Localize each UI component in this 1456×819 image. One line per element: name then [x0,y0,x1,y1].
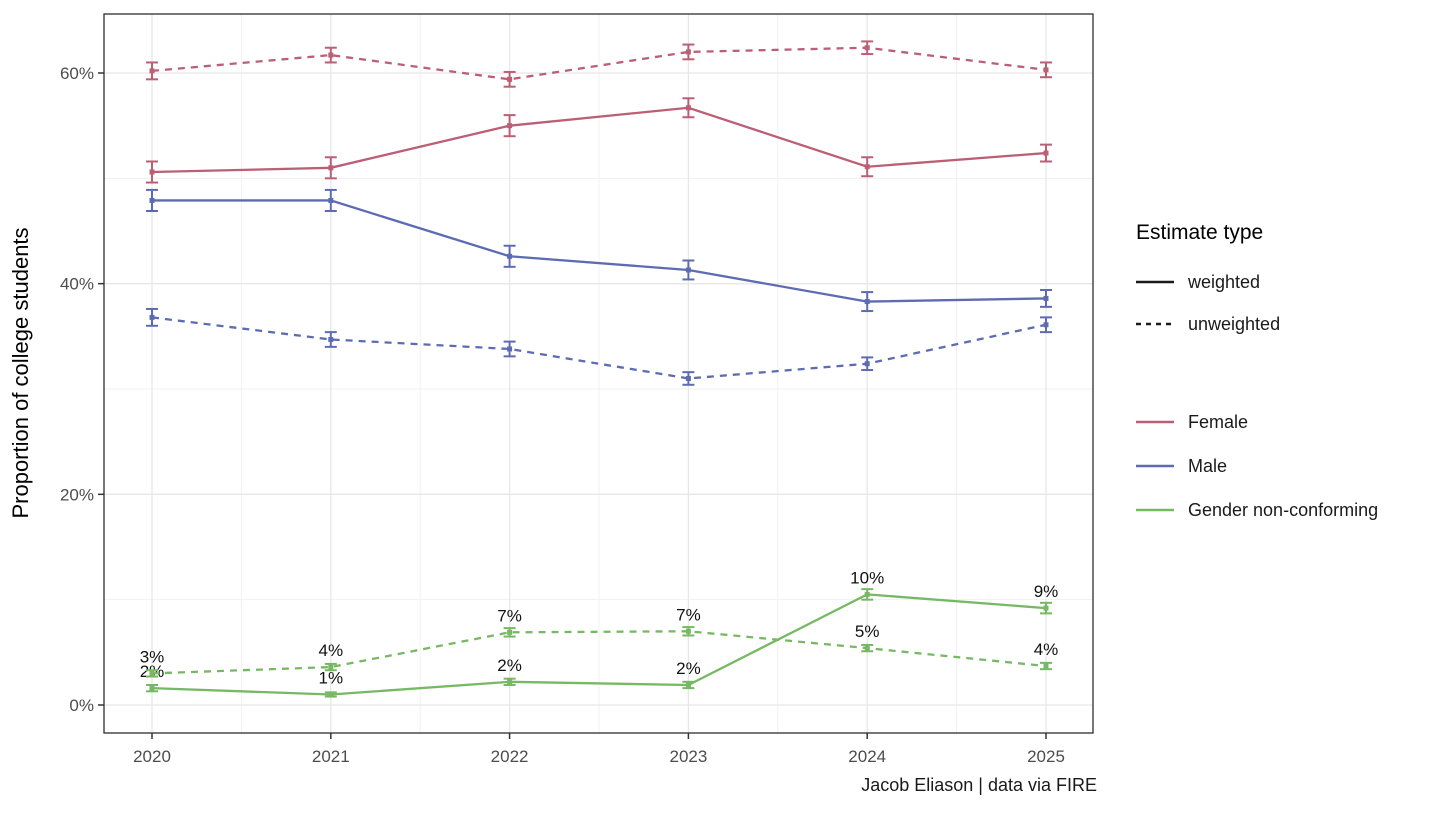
legend-key-line-icon [1136,464,1174,468]
point-label: 3% [140,647,165,666]
series-male-weighted [146,188,1052,313]
series-line [151,106,1047,174]
legend-item-weighted: weighted [1136,272,1436,292]
data-point [328,691,334,697]
data-point [1043,295,1049,301]
data-point [685,682,691,688]
point-label: 2% [676,659,701,678]
data-point [864,164,870,170]
data-point [149,68,155,74]
data-point [1043,150,1049,156]
series-line [151,593,1047,696]
point-label: 1% [319,668,344,687]
legend-label: Gender non-conforming [1188,499,1379,520]
legend-label: Female [1188,411,1249,432]
data-point [685,628,691,634]
legend-key-line-icon [1136,280,1174,284]
data-point [864,299,870,305]
y-tick-label: 20% [60,485,94,504]
data-point [328,197,334,203]
data-point [507,253,513,259]
legend-item-unweighted: unweighted [1136,314,1436,334]
gridlines [104,14,1093,733]
data-point [1043,67,1049,73]
legend-label: weighted [1188,271,1261,292]
data-point [149,670,155,676]
point-label: 10% [850,568,884,587]
y-tick-label: 40% [60,275,94,294]
x-tick-label: 2025 [1027,747,1065,766]
series-female-weighted [146,97,1052,184]
data-point [685,49,691,55]
panel-border [103,13,1094,734]
point-label: 9% [1034,582,1059,601]
series-line [151,46,1047,81]
point-label: 2% [497,656,522,675]
data-point [685,105,691,111]
legend-item-female: Female [1136,412,1436,432]
data-point [1043,605,1049,611]
series-male-unweighted [146,307,1052,386]
legend-title: Estimate type [1136,221,1264,244]
data-point [149,685,155,691]
legend-key-line-icon [1136,420,1174,424]
data-point [1043,663,1049,669]
legend-label: Male [1188,455,1228,476]
x-tick-label: 2024 [848,747,886,766]
series-line [151,630,1047,675]
data-point [507,123,513,129]
data-point [864,645,870,651]
legend-label: unweighted [1188,313,1281,334]
data-point [328,52,334,58]
chart-caption: Jacob Eliason | data via FIRE [861,775,1097,795]
data-point [149,169,155,175]
data-point [507,76,513,82]
point-label: 7% [497,606,522,625]
point-label: 4% [319,641,344,660]
data-point [149,197,155,203]
y-axis-title: Proportion of college students [8,227,33,518]
x-tick-label: 2020 [133,747,171,766]
data-point [507,629,513,635]
data-point [685,267,691,273]
legend-item-male: Male [1136,456,1436,476]
series-line [152,199,1047,303]
legend-key-line-icon [1136,508,1174,512]
x-tick-label: 2023 [669,747,707,766]
legend-item-gender-non-conforming: Gender non-conforming [1136,500,1436,520]
series: 2%1%2%2%10%9%3%4%7%7%5%4% [140,40,1059,698]
point-label: 7% [676,605,701,624]
x-tick-label: 2021 [312,747,350,766]
data-point [864,361,870,367]
series-gender-non-conforming-weighted: 2%1%2%2%10%9% [140,568,1059,698]
legend: Estimate type weighted unweighted Female Ma… [1136,220,1436,520]
y-tick-label: 0% [69,696,94,715]
data-point [328,165,334,171]
data-point [149,314,155,320]
legend-key-dashed-line-icon [1136,322,1174,326]
data-point [328,336,334,342]
x-tick-label: 2022 [491,747,529,766]
data-point [507,679,513,685]
data-point [328,664,334,670]
point-label: 5% [855,622,880,641]
y-tick-label: 60% [60,64,94,83]
axes: 2020 2021 2022 2023 2024 2025 0% 20% 40% 60% [60,13,1094,766]
data-point [864,591,870,597]
series-gender-non-conforming-unweighted: 3% 4% 7% 7% 5% 4% [140,605,1059,678]
data-point [1043,322,1049,328]
data-point [685,375,691,381]
data-point [864,45,870,51]
point-label: 4% [1034,640,1059,659]
series-female-unweighted [146,40,1052,88]
data-point [507,346,513,352]
